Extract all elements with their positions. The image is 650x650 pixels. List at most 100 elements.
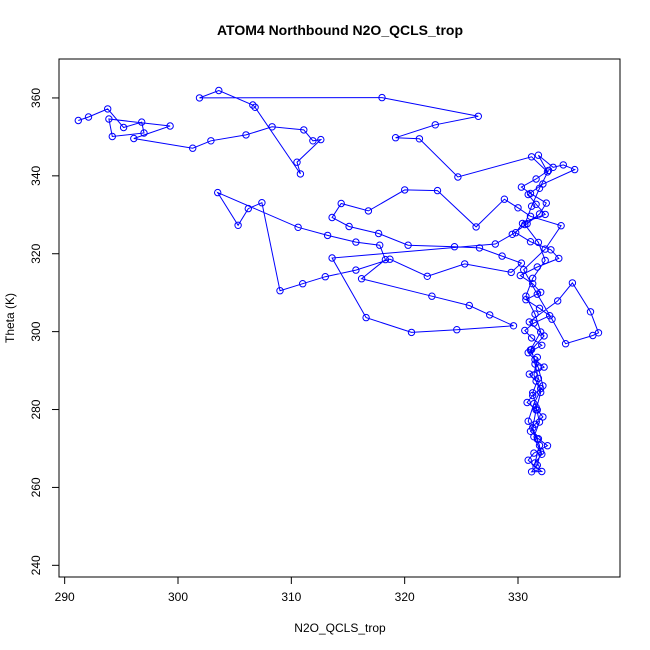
data-point — [539, 382, 547, 390]
data-point — [516, 271, 524, 280]
data-point — [345, 222, 353, 231]
data-point — [554, 297, 562, 305]
data-point — [527, 468, 536, 476]
data-point — [534, 374, 543, 383]
data-point — [512, 229, 520, 237]
data-point — [166, 122, 174, 130]
data-point — [474, 112, 482, 121]
x-tick-label: 330 — [508, 590, 528, 604]
chart-title: ATOM4 Northbound N2O_QCLS_trop — [217, 22, 463, 38]
data-point — [559, 161, 567, 169]
data-point — [520, 266, 528, 274]
data-point — [268, 123, 276, 131]
data-point — [540, 363, 548, 371]
data-point — [541, 256, 549, 265]
data-point — [244, 204, 253, 213]
data-point — [532, 406, 540, 414]
data-point — [517, 183, 526, 191]
data-point — [534, 238, 543, 247]
y-tick-label: 240 — [29, 555, 43, 575]
data-point — [215, 86, 223, 95]
data-point — [374, 229, 383, 238]
data-point — [533, 290, 541, 298]
data-point — [299, 280, 307, 288]
data-point — [589, 331, 597, 340]
x-axis-label: N2O_QCLS_trop — [294, 621, 386, 635]
y-tick-label: 260 — [29, 477, 43, 497]
data-point — [328, 254, 336, 262]
data-point — [538, 341, 546, 349]
data-point — [317, 135, 325, 144]
data-point — [539, 413, 547, 421]
data-point — [386, 255, 394, 263]
data-point — [531, 459, 539, 467]
data-point — [357, 275, 366, 283]
data-point — [526, 212, 535, 221]
data-point — [537, 328, 545, 336]
data-point — [527, 202, 536, 210]
data-point — [527, 334, 536, 342]
data-point — [535, 441, 544, 450]
data-point — [530, 319, 538, 327]
data-point — [548, 315, 556, 323]
data-point — [522, 292, 530, 300]
data-point — [362, 313, 370, 322]
data-point — [431, 121, 439, 129]
data-point — [542, 199, 550, 207]
data-point — [541, 245, 549, 253]
data-point — [524, 417, 532, 425]
x-axis: 290 300 310 320 330 — [55, 577, 528, 604]
data-point — [433, 186, 442, 195]
data-point — [293, 158, 301, 166]
data-point — [119, 123, 128, 132]
data-point — [537, 388, 545, 397]
data-point — [296, 170, 305, 178]
y-tick-label: 320 — [29, 243, 43, 263]
data-point — [543, 168, 552, 176]
data-point — [522, 296, 530, 304]
data-point — [105, 115, 113, 123]
data-point — [524, 456, 532, 464]
y-tick-label: 280 — [29, 399, 43, 419]
data-point — [526, 346, 535, 354]
x-tick-label: 310 — [281, 590, 301, 604]
data-point — [541, 210, 549, 219]
data-point — [428, 292, 436, 300]
data-point — [521, 326, 529, 335]
plot-area — [74, 86, 603, 476]
data-point — [300, 126, 308, 134]
data-point — [140, 129, 148, 137]
data-point — [472, 223, 480, 231]
data-point — [521, 220, 529, 229]
plot-frame — [58, 58, 621, 578]
data-point — [242, 131, 250, 139]
data-point — [491, 240, 499, 248]
data-point — [534, 364, 543, 372]
data-point — [568, 279, 577, 287]
data-point — [526, 189, 535, 198]
data-point — [529, 424, 537, 432]
data-point — [214, 188, 222, 197]
y-axis: 240 260 280 300 320 340 360 — [29, 88, 59, 575]
data-point — [207, 137, 215, 145]
data-point — [509, 322, 518, 330]
data-point — [531, 356, 539, 364]
x-tick-label: 290 — [55, 590, 75, 604]
data-point — [530, 449, 538, 457]
data-point — [527, 153, 536, 161]
data-point — [498, 252, 506, 260]
data-point — [547, 246, 555, 254]
data-point — [514, 204, 522, 212]
data-point — [532, 175, 540, 183]
data-point — [108, 132, 117, 141]
data-point — [534, 151, 543, 159]
data-point — [337, 199, 345, 208]
data-point — [276, 287, 284, 295]
data-point — [530, 371, 538, 379]
data-point — [517, 259, 526, 267]
data-point — [234, 221, 242, 230]
data-point — [381, 255, 390, 264]
data-point — [104, 105, 112, 113]
data-point — [544, 166, 553, 175]
